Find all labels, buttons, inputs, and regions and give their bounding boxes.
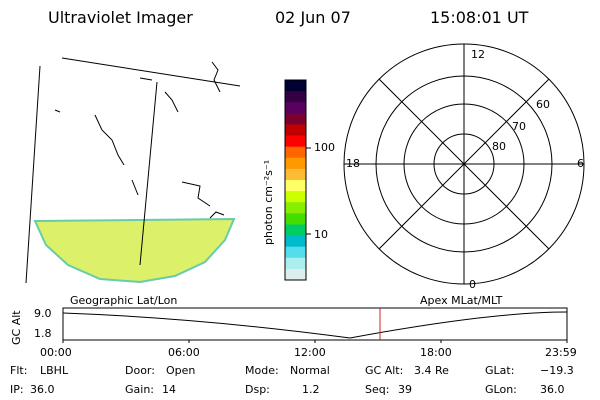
colorbar-tick-10: 10 [314,228,328,241]
observation-time: 15:08:01 UT [430,8,529,27]
apex-label: Apex MLat/MLT [420,294,503,307]
polar-ring-label-70: 70 [512,120,526,133]
observation-date: 02 Jun 07 [275,8,351,27]
colorbar-band [285,80,306,92]
status-mode-label: Mode: [245,364,279,377]
status-ip-label: IP: [10,383,24,396]
colorbar-band [285,146,306,159]
colorbar-band [285,268,306,281]
x-tick-0000: 00:00 [40,346,72,359]
status-seq-label: Seq: [365,383,390,396]
colorbar-band [285,224,306,237]
status-mode-value: Normal [290,364,330,377]
status-glon-value: 36.0 [540,383,565,396]
uv-image-region [33,217,236,284]
colorbar-band [285,213,306,225]
status-gain-label: Gain: [125,383,154,396]
status-door-value: Open [166,364,196,377]
polar-label-left: 18 [346,157,360,170]
colorbar-unit-label: photon cm⁻²s⁻¹ [262,159,275,245]
colorbar-band [285,157,306,170]
colorbar-band [285,91,306,103]
status-glat-label: GLat: [485,364,515,377]
colorbar-tick-100: 100 [314,141,335,154]
status-gain-value: 14 [162,383,176,396]
polar-plot [343,43,585,285]
status-gcalt-value: 3.4 Re [414,364,449,377]
status-gcalt-label: GC Alt: [365,364,404,377]
y-tick-max: 9.0 [34,307,52,320]
status-glon-label: GLon: [485,383,517,396]
colorbar-band [285,246,306,259]
x-tick-1800: 18:00 [420,346,452,359]
continent-outlines [25,57,241,284]
status-flt-value: LBHL [40,364,69,377]
colorbar-band [285,235,306,248]
colorbar-band [285,191,306,203]
status-seq-value: 39 [398,383,412,396]
status-glat-value: −19.3 [540,364,574,377]
y-tick-min: 1.8 [34,327,52,340]
x-tick-1200: 12:00 [294,346,326,359]
colorbar-band [285,102,306,114]
colorbar-band [285,113,306,125]
colorbar-band [285,180,306,192]
polar-ring-label-60: 60 [536,98,550,111]
status-dsp-value: 1.2 [302,383,320,396]
status-ip-value: 36.0 [30,383,55,396]
colorbar-band [285,124,306,137]
x-tick-0600: 06:00 [168,346,200,359]
status-dsp-label: Dsp: [245,383,270,396]
x-tick-2359: 23:59 [545,346,577,359]
app-title: Ultraviolet Imager [48,8,193,27]
polar-label-right: 6 [577,157,584,170]
geographic-image-panel [25,57,241,284]
polar-ring-label-80: 80 [492,140,506,153]
orbit-altitude-plot [62,307,568,343]
colorbar-band [285,202,306,214]
polar-label-bottom: 0 [469,278,476,291]
colorbar-band [285,168,306,181]
gc-alt-axis-label: GC Alt [10,310,23,345]
polar-label-top: 12 [471,48,485,61]
colorbar-band [285,257,306,270]
color-scale-bar [285,80,306,281]
status-door-label: Door: [125,364,155,377]
colorbar-band [285,135,306,148]
status-flt-label: Flt: [10,364,28,377]
geographic-label: Geographic Lat/Lon [70,294,178,307]
